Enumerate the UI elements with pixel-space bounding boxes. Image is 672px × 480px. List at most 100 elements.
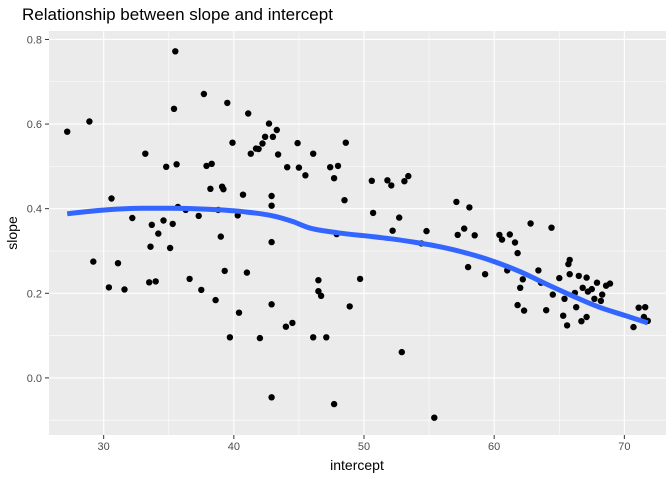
x-tick-label: 70	[618, 441, 630, 453]
data-point	[514, 301, 521, 309]
data-point	[461, 225, 468, 232]
data-point	[198, 286, 205, 294]
data-point	[389, 227, 396, 234]
data-point	[563, 322, 571, 329]
data-point	[423, 227, 430, 235]
data-point	[506, 231, 513, 238]
data-point	[255, 145, 262, 153]
data-point	[200, 90, 208, 98]
data-point	[519, 276, 526, 283]
data-point	[561, 295, 568, 302]
data-point	[511, 239, 519, 246]
data-point	[186, 275, 193, 283]
y-axis-ticks: 0.0 0.2 0.4 0.6 0.8	[27, 34, 49, 385]
data-point	[583, 274, 590, 281]
data-point	[635, 304, 642, 311]
y-tick-label: 0.6	[27, 119, 42, 131]
data-point	[323, 334, 330, 341]
x-tick-label: 50	[358, 441, 370, 453]
data-point	[368, 177, 375, 184]
data-point	[575, 272, 582, 280]
data-point	[220, 186, 227, 193]
data-point	[548, 224, 555, 231]
y-axis-title: slope	[4, 216, 20, 250]
data-point	[170, 105, 178, 113]
data-point	[226, 334, 234, 341]
data-point	[86, 118, 93, 125]
data-point	[573, 304, 580, 311]
y-tick-label: 0.0	[27, 373, 42, 385]
data-point	[566, 271, 573, 278]
data-point	[527, 220, 534, 227]
data-point	[203, 162, 210, 170]
data-points	[63, 48, 651, 421]
data-point	[356, 275, 364, 283]
data-point	[388, 182, 395, 189]
data-point	[155, 230, 162, 237]
x-axis-title: intercept	[330, 457, 384, 473]
data-point	[466, 204, 473, 211]
data-point	[63, 128, 71, 135]
data-point	[517, 284, 524, 291]
data-point	[464, 263, 472, 271]
data-point	[173, 161, 180, 168]
data-point	[578, 318, 585, 325]
data-point	[431, 414, 438, 421]
data-point	[330, 175, 338, 182]
data-point	[224, 99, 231, 107]
data-point	[302, 172, 309, 179]
data-point	[599, 291, 606, 298]
data-point	[369, 209, 377, 217]
grid-minor	[49, 31, 666, 435]
data-point	[212, 296, 219, 304]
data-point	[453, 198, 460, 206]
data-point	[148, 221, 155, 228]
data-point	[105, 284, 113, 291]
data-point	[245, 110, 252, 117]
data-point	[396, 214, 403, 221]
data-point	[90, 258, 97, 265]
data-point	[121, 286, 128, 293]
data-point	[273, 126, 280, 134]
data-point	[327, 164, 334, 171]
data-point	[471, 232, 478, 239]
data-point	[289, 319, 296, 327]
data-point	[274, 151, 282, 158]
data-point	[294, 139, 301, 147]
x-tick-label: 30	[98, 441, 110, 453]
data-point	[341, 197, 348, 204]
data-point	[229, 139, 236, 146]
data-point	[315, 277, 322, 284]
data-point	[259, 140, 266, 147]
data-point	[269, 133, 277, 140]
x-tick-label: 40	[228, 441, 240, 453]
data-point	[342, 139, 349, 146]
data-point	[405, 172, 412, 180]
data-point	[498, 236, 506, 243]
data-point	[129, 214, 136, 222]
data-point	[208, 160, 215, 167]
data-point	[268, 394, 275, 401]
data-point	[535, 267, 542, 274]
data-point	[166, 244, 174, 252]
data-point	[152, 278, 159, 285]
data-point	[172, 48, 179, 55]
smooth-trend-line	[66, 205, 649, 326]
data-point	[163, 163, 170, 170]
data-point	[481, 271, 489, 278]
data-point	[221, 267, 228, 275]
data-point	[543, 307, 550, 314]
data-point	[593, 279, 601, 286]
data-point	[310, 334, 317, 341]
data-point	[384, 177, 391, 184]
y-tick-label: 0.4	[27, 204, 42, 216]
data-point	[256, 334, 264, 342]
y-tick-label: 0.2	[27, 288, 42, 300]
data-point	[454, 231, 461, 239]
x-axis-ticks: 30 40 50 60 70	[98, 435, 630, 453]
data-point	[334, 162, 342, 170]
x-tick-label: 60	[488, 441, 500, 453]
data-point	[261, 133, 269, 140]
